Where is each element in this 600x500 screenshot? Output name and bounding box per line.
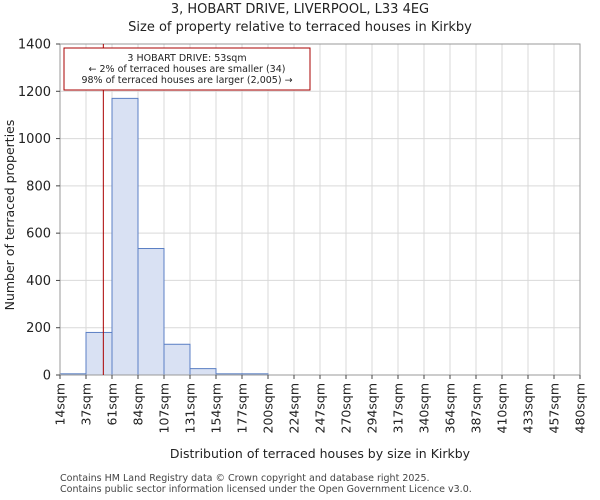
x-tick-label: 154sqm	[209, 383, 224, 433]
y-tick-label: 200	[26, 321, 51, 336]
bar	[85, 331, 113, 376]
x-tick-label: 14sqm	[53, 383, 68, 426]
x-tick-label: 480sqm	[573, 383, 588, 433]
y-tick-label: 1400	[18, 38, 51, 53]
annotation-line-2: ← 2% of terraced houses are smaller (34)	[89, 64, 286, 75]
y-tick-label: 800	[26, 179, 51, 194]
x-tick-label: 317sqm	[391, 383, 406, 433]
bar	[163, 343, 191, 376]
x-tick-label: 364sqm	[443, 383, 458, 433]
annotation-rect	[63, 47, 311, 91]
x-tick-label: 294sqm	[365, 383, 380, 433]
bar	[189, 368, 217, 376]
x-tick-label: 37sqm	[79, 383, 94, 426]
y-tick-label: 0	[43, 369, 51, 384]
x-tick-label: 107sqm	[157, 383, 172, 433]
x-tick-label: 433sqm	[521, 383, 536, 433]
bar	[137, 248, 165, 376]
x-axis-label: Distribution of terraced houses by size …	[170, 446, 471, 461]
x-tick-label: 131sqm	[183, 383, 198, 433]
chart-subtitle: Size of property relative to terraced ho…	[128, 20, 472, 35]
y-tick-label: 400	[26, 274, 51, 289]
x-tick-label: 177sqm	[235, 383, 250, 433]
x-tick-label: 387sqm	[469, 383, 484, 433]
annotation-line-3: 98% of terraced houses are larger (2,005…	[81, 75, 292, 86]
bar	[111, 97, 139, 376]
y-axis-label: Number of terraced properties	[2, 120, 17, 311]
x-tick-label: 200sqm	[261, 383, 276, 433]
x-ticks-layer: 14sqm 37sqm 61sqm 84sqm 107sqm 131sqm 154sqm 17…	[53, 375, 588, 433]
x-tick-label: 270sqm	[339, 383, 354, 433]
x-tick-label: 457sqm	[547, 383, 562, 433]
x-tick-label: 340sqm	[417, 383, 432, 433]
y-tick-label: 1200	[18, 85, 51, 100]
footer-copyright: Contains HM Land Registry data © Crown c…	[60, 473, 430, 484]
y-tick-label: 600	[26, 227, 51, 242]
x-tick-label: 247sqm	[313, 383, 328, 433]
annotation-line-1: 3 HOBART DRIVE: 53sqm	[127, 53, 246, 64]
footer-licence: Contains public sector information licen…	[60, 484, 472, 495]
chart-title: 3, HOBART DRIVE, LIVERPOOL, L33 4EG	[170, 2, 430, 17]
y-ticks-layer: 0 200 400 600 800 1000 1200 1400	[18, 38, 60, 384]
annotation-box: 3 HOBART DRIVE: 53sqm ← 2% of terraced h…	[63, 47, 311, 91]
x-tick-label: 61sqm	[105, 383, 120, 426]
x-tick-label: 84sqm	[131, 383, 146, 426]
x-tick-label: 224sqm	[287, 383, 302, 433]
y-tick-label: 1000	[18, 132, 51, 147]
x-tick-label: 410sqm	[495, 383, 510, 433]
